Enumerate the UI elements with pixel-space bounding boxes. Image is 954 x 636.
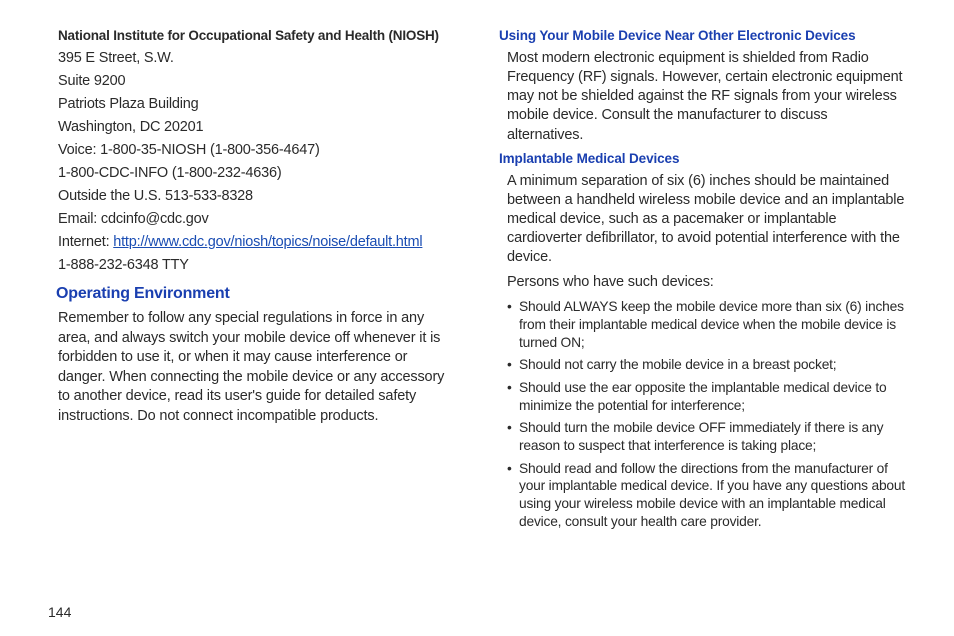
internet-prefix: Internet: [58,234,113,250]
operating-environment-heading: Operating Environment [48,285,455,303]
address-line: 1-800-CDC-INFO (1-800-232-4636) [48,165,455,181]
bullet-item: Should use the ear opposite the implanta… [507,379,906,414]
address-line: Voice: 1-800-35-NIOSH (1-800-356-4647) [48,142,455,158]
internet-link[interactable]: http://www.cdc.gov/niosh/topics/noise/de… [113,234,422,250]
bullet-item: Should ALWAYS keep the mobile device mor… [507,298,906,351]
operating-environment-para: Remember to follow any special regulatio… [48,309,455,426]
address-line: Washington, DC 20201 [48,119,455,135]
using-device-heading: Using Your Mobile Device Near Other Elec… [499,28,906,43]
page-columns: National Institute for Occupational Safe… [48,28,906,535]
implantable-bullets: Should ALWAYS keep the mobile device mor… [499,298,906,530]
using-device-para: Most modern electronic equipment is shie… [499,49,906,145]
internet-line: Internet: http://www.cdc.gov/niosh/topic… [48,234,455,250]
page-number: 144 [48,604,71,620]
left-column: National Institute for Occupational Safe… [48,28,455,535]
address-line: Outside the U.S. 513-533-8328 [48,188,455,204]
right-column: Using Your Mobile Device Near Other Elec… [499,28,906,535]
tty-line: 1-888-232-6348 TTY [48,257,455,273]
implantable-heading: Implantable Medical Devices [499,151,906,166]
address-line: Email: cdcinfo@cdc.gov [48,211,455,227]
address-line: Patriots Plaza Building [48,96,455,112]
implantable-para2: Persons who have such devices: [499,273,906,292]
bullet-item: Should turn the mobile device OFF immedi… [507,419,906,454]
org-title: National Institute for Occupational Safe… [48,28,455,43]
address-line: 395 E Street, S.W. [48,50,455,66]
bullet-item: Should read and follow the directions fr… [507,460,906,531]
implantable-para1: A minimum separation of six (6) inches s… [499,172,906,268]
address-line: Suite 9200 [48,73,455,89]
bullet-item: Should not carry the mobile device in a … [507,356,906,374]
